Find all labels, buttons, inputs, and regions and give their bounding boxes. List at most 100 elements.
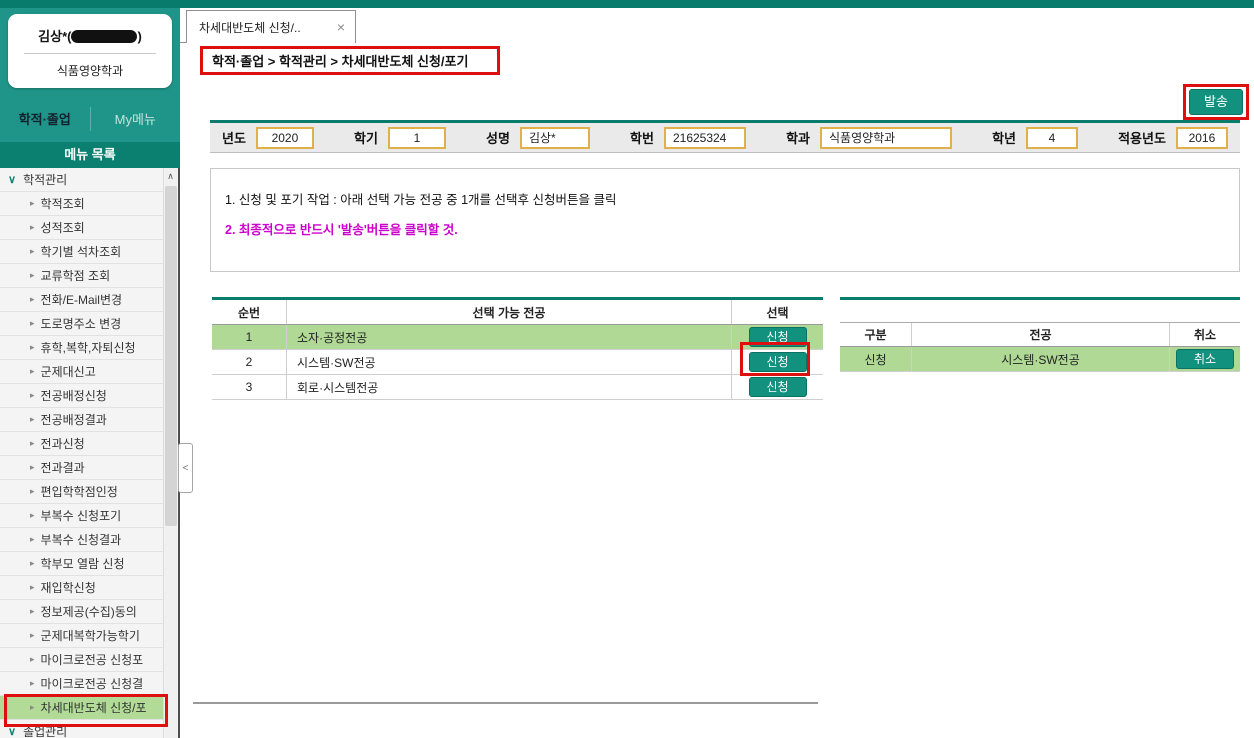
chevron-right-icon: ▸ [30,366,35,376]
semester-input[interactable] [387,126,446,149]
header-num: 순번 [212,300,287,324]
header-major: 전공 [912,323,1170,346]
sidebar-item-readmission[interactable]: ▸ 재입학신청 [0,576,163,600]
table-gap [840,300,1240,322]
close-icon[interactable]: × [336,19,345,35]
sidebar-item-major-assign-result[interactable]: ▸ 전공배정결과 [0,408,163,432]
sidebar-item-jolupgwanri[interactable]: ∨ 졸업관리 [0,720,163,738]
chevron-right-icon: ▸ [30,558,35,568]
student-info-bar: 년도 학기 성명 학번 학과 학년 [210,120,1240,153]
sidebar-item-hakjukgwanri[interactable]: ∨ 학적관리 [0,168,163,192]
applied-year-input[interactable] [1175,126,1228,149]
chevron-right-icon: ▸ [30,702,35,712]
send-button-red-box: 발송 [1183,84,1249,120]
name-input[interactable] [519,126,590,149]
cancel-button[interactable]: 취소 [1176,349,1234,369]
chevron-right-icon: ▸ [30,270,35,280]
sidebar-item-leave-return[interactable]: ▸ 휴학,복학,자퇴신청 [0,336,163,360]
sidebar-item-seongjukjohoe[interactable]: ▸ 성적조회 [0,216,163,240]
chevron-right-icon: ▸ [30,318,35,328]
header-major: 선택 가능 전공 [287,300,732,324]
field-semester: 학기 [354,126,446,149]
redacted-student-id [71,30,138,43]
scrollbar-up-icon[interactable]: ∧ [164,168,177,184]
field-student-id: 학번 [630,126,746,149]
field-year: 년도 [222,126,314,149]
sidebar-item-micro-major-result[interactable]: ▸ 마이크로전공 신청결 [0,672,163,696]
sidebar-item-next-gen-semiconductor[interactable]: ▸ 차세대반도체 신청/포 [0,696,163,720]
department-input[interactable] [819,126,952,149]
sidebar: 김상*() 식품영양학과 학적·졸업 My메뉴 메뉴 목록 ∨ 학적관리 ▸ 학적조… [0,8,180,738]
sidebar-item-hakjukjohoe[interactable]: ▸ 학적조회 [0,192,163,216]
sidebar-item-major-assign-apply[interactable]: ▸ 전공배정신청 [0,384,163,408]
applied-major-table: 구분 전공 취소 신청 시스템·SW전공 취소 [840,297,1240,372]
table-row-2: 2 시스템·SW전공 신청 [212,350,823,375]
available-majors-table: 순번 선택 가능 전공 선택 1 소자·공정전공 신청 2 시스템·SW전공 신… [212,297,823,400]
table-row-3: 3 회로·시스템전공 신청 [212,375,823,400]
sidebar-item-military-report[interactable]: ▸ 군제대신고 [0,360,163,384]
user-department: 식품영양학과 [56,64,124,78]
sidebar-collapse-handle[interactable]: < [178,443,193,493]
tab-my-menu[interactable]: My메뉴 [114,112,156,127]
tab-divider [89,106,91,131]
sidebar-item-transfer-result[interactable]: ▸ 전과결과 [0,456,163,480]
table-row-1: 1 소자·공정전공 신청 [212,325,823,350]
field-grade: 학년 [992,126,1078,149]
apply-button-1[interactable]: 신청 [748,327,807,347]
chevron-down-icon: ∨ [8,174,17,186]
field-name: 성명 [486,126,590,149]
apply-button-2[interactable]: 신청 [748,352,807,372]
sidebar-item-address-change[interactable]: ▸ 도로명주소 변경 [0,312,163,336]
chevron-right-icon: ▸ [30,294,35,304]
header-cancel: 취소 [1193,328,1217,342]
scrollbar-thumb[interactable] [165,186,177,526]
breadcrumb-red-box: 학적·졸업 > 학적관리 > 차세대반도체 신청/포기 [200,46,500,75]
sidebar-item-transfer-apply[interactable]: ▸ 전과신청 [0,432,163,456]
sidebar-item-micro-major-apply[interactable]: ▸ 마이크로전공 신청포 [0,648,163,672]
sidebar-item-exchange-credit[interactable]: ▸ 교류학점 조회 [0,264,163,288]
table-top-border [840,297,1240,300]
instruction-line-2: 2. 최종적으로 반드시 '발송'버튼을 클릭할 것. [225,223,458,237]
content-bottom-border [193,702,818,704]
sidebar-item-military-return-semester[interactable]: ▸ 군제대복학가능학기 [0,624,163,648]
chevron-right-icon: ▸ [30,342,35,352]
chevron-right-icon: ▸ [30,534,35,544]
field-department: 학과 [786,126,952,149]
chevron-right-icon: ▸ [30,630,35,640]
chevron-right-icon: ▸ [30,510,35,520]
sidebar-item-parent-view-apply[interactable]: ▸ 학부모 열람 신청 [0,552,163,576]
table-header-row: 구분 전공 취소 [840,322,1240,347]
chevron-right-icon: ▸ [30,654,35,664]
user-card: 김상*() 식품영양학과 [8,14,172,88]
chevron-right-icon: ▸ [30,414,35,424]
chevron-right-icon: ▸ [30,246,35,256]
sidebar-item-phone-email-change[interactable]: ▸ 전화/E-Mail변경 [0,288,163,312]
user-name-text: 김상*( [38,29,72,44]
sidebar-item-double-major-result[interactable]: ▸ 부복수 신청결과 [0,528,163,552]
chevron-right-icon: ▸ [30,462,35,472]
apply-button-3[interactable]: 신청 [748,377,807,397]
grade-input[interactable] [1026,126,1078,149]
tabbar-baseline [180,42,186,43]
sidebar-item-info-consent[interactable]: ▸ 정보제공(수집)동의 [0,600,163,624]
sidebar-tabs: 학적·졸업 My메뉴 [0,95,180,142]
student-id-input[interactable] [663,126,746,149]
send-button[interactable]: 발송 [1189,89,1243,115]
chevron-right-icon: ▸ [30,486,35,496]
chevron-right-icon: ▸ [30,390,35,400]
sidebar-item-double-major-apply[interactable]: ▸ 부복수 신청포기 [0,504,163,528]
card-divider [24,53,156,54]
tab-hakjuk-jolup[interactable]: 학적·졸업 [18,112,71,127]
content-tab-next-gen-semiconductor[interactable]: 차세대반도체 신청/.. × [186,10,356,43]
main-content: 차세대반도체 신청/.. × 학적·졸업 > 학적관리 > 차세대반도체 신청/… [180,8,1254,738]
year-input[interactable] [255,126,314,149]
sidebar-item-transfer-credit[interactable]: ▸ 편입학학점인정 [0,480,163,504]
menu-list-title: 메뉴 목록 [0,142,180,168]
sidebar-scrollbar[interactable]: ∧ [163,168,177,738]
chevron-right-icon: ▸ [30,678,35,688]
sidebar-item-rank-by-semester[interactable]: ▸ 학기별 석차조회 [0,240,163,264]
header-type: 구분 [840,323,912,346]
user-name: 김상*() [38,29,142,44]
field-applied-year: 적용년도 [1118,126,1228,149]
